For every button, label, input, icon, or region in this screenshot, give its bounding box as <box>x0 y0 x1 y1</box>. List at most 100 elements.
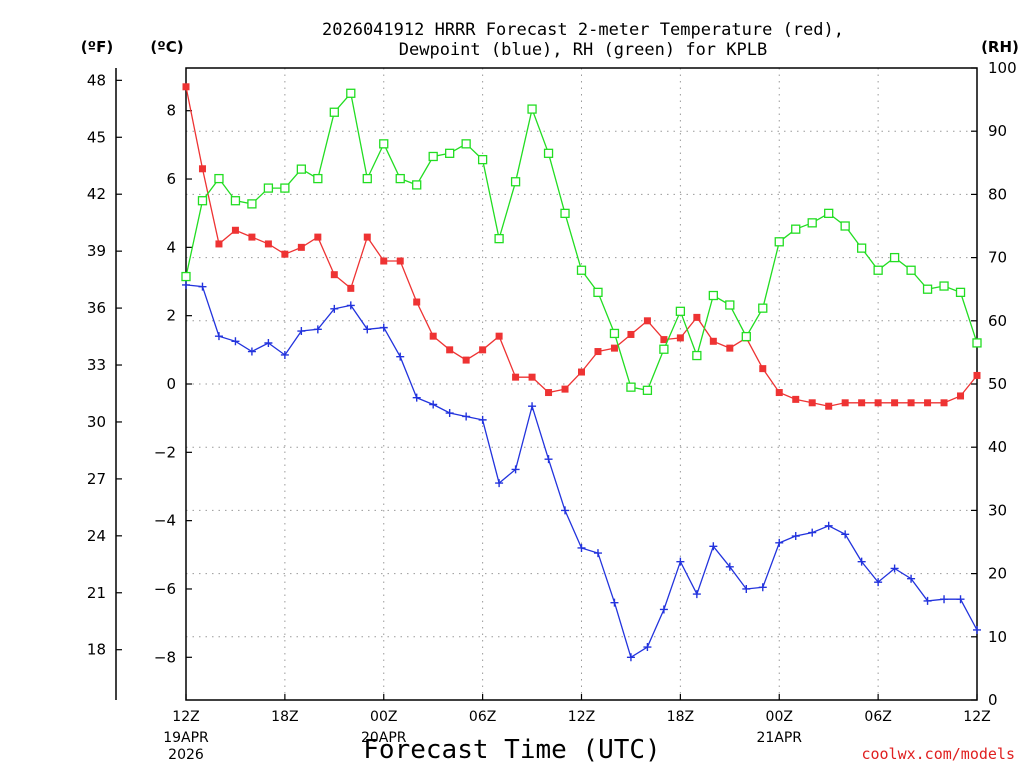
fahrenheit-tick-label: 24 <box>87 527 106 545</box>
x-axis-title: Forecast Time (UTC) <box>363 735 660 765</box>
temperature-point <box>676 334 684 342</box>
dewpoint-point <box>874 578 883 587</box>
dewpoint-point <box>577 543 586 552</box>
temperature-point <box>479 346 487 354</box>
temperature-series <box>182 83 981 410</box>
rh-point <box>181 271 191 282</box>
rh-point <box>642 385 653 395</box>
dewpoint-point <box>231 337 240 346</box>
fahrenheit-tick-label: 45 <box>87 128 106 146</box>
temperature-point <box>940 399 948 407</box>
celsius-tick-label: −8 <box>154 648 176 666</box>
dewpoint-point <box>907 574 916 583</box>
rh-point <box>758 303 768 313</box>
rh-tick-label: 70 <box>988 249 1007 267</box>
dewpoint-point <box>346 301 355 310</box>
credit-label: coolwx.com/models <box>861 745 1015 763</box>
dewpoint-point <box>495 479 504 488</box>
dewpoint-point <box>956 595 965 604</box>
plot-frame <box>185 67 978 701</box>
fahrenheit-tick-label: 21 <box>87 584 106 602</box>
temperature-point <box>693 313 701 321</box>
chart-title-line-1: 2026041912 HRRR Forecast 2-meter Tempera… <box>322 20 844 40</box>
temperature-point <box>858 399 866 407</box>
rh-point <box>230 196 241 206</box>
rh-axis-ticks: 0 10 20 30 40 50 60 70 80 90 100 <box>971 59 1017 709</box>
dewpoint-point <box>528 402 537 411</box>
dewpoint-point <box>791 532 800 541</box>
temperature-point <box>775 389 783 397</box>
celsius-tick-label: 4 <box>166 238 176 256</box>
rh-point <box>346 88 356 98</box>
rh-point <box>527 104 537 114</box>
fahrenheit-tick-label: 42 <box>87 185 106 203</box>
temperature-point <box>462 356 470 364</box>
temperature-point <box>907 399 915 407</box>
rh-point <box>708 290 718 301</box>
rh-point <box>445 148 455 158</box>
dewpoint-point <box>561 506 570 515</box>
rh-tick-label: 10 <box>988 628 1007 646</box>
temperature-point <box>396 257 404 265</box>
fahrenheit-tick-label: 36 <box>87 299 106 317</box>
temperature-point <box>594 348 602 356</box>
dewpoint-point <box>841 530 850 539</box>
rh-point <box>296 164 307 174</box>
time-tick-label: 00Z <box>370 709 397 725</box>
rh-point <box>329 107 339 117</box>
date-label: 21APR <box>756 730 802 746</box>
fahrenheit-tick-label: 33 <box>87 356 106 374</box>
celsius-tick-label: 6 <box>166 170 176 188</box>
temperature-point <box>627 330 635 338</box>
dewpoint-point <box>214 332 223 341</box>
rh-point <box>906 265 916 275</box>
temperature-point <box>198 165 206 173</box>
dewpoint-point <box>313 325 322 334</box>
temperature-point <box>726 344 734 352</box>
rh-point <box>477 154 488 165</box>
dewpoint-point <box>890 564 899 573</box>
celsius-tick-label: 0 <box>166 375 176 393</box>
rh-point <box>807 218 817 228</box>
rh-tick-label: 30 <box>988 501 1007 519</box>
temperature-point <box>660 336 668 344</box>
dewpoint-point <box>709 542 718 551</box>
rh-point <box>510 177 521 187</box>
rh-point <box>626 382 636 392</box>
temperature-point <box>792 395 800 403</box>
dewpoint-point <box>643 643 652 652</box>
dewpoint-point <box>511 465 520 474</box>
celsius-axis-ticks: −8 −6 −4 −2 0 2 4 6 8 <box>154 102 192 666</box>
rh-point <box>659 344 669 354</box>
rh-tick-label: 50 <box>988 375 1007 393</box>
dewpoint-point <box>379 323 388 332</box>
temperature-point <box>264 240 272 248</box>
dewpoint-point <box>478 415 487 424</box>
dewpoint-point <box>775 538 784 547</box>
celsius-tick-label: −6 <box>154 580 176 598</box>
dewpoint-point <box>742 584 751 593</box>
dewpoint-point <box>692 590 701 599</box>
temperature-point <box>330 271 338 279</box>
rh-point <box>560 208 570 219</box>
time-tick-label: 12Z <box>172 709 199 725</box>
temperature-point <box>973 371 981 379</box>
rh-point <box>412 180 422 190</box>
fahrenheit-tick-label: 39 <box>87 242 106 260</box>
rh-point <box>362 173 372 184</box>
rh-tick-label: 20 <box>988 565 1007 583</box>
dewpoint-point <box>659 605 668 614</box>
time-tick-label: 06Z <box>864 709 891 725</box>
dewpoint-point <box>808 528 817 537</box>
dewpoint-point <box>626 653 635 662</box>
time-tick-label: 00Z <box>766 709 793 725</box>
temperature-point <box>380 257 388 265</box>
rh-point <box>395 173 405 184</box>
temperature-point <box>413 298 421 306</box>
rh-point <box>873 265 883 275</box>
dewpoint-point <box>198 282 207 291</box>
date-label: 2026 <box>168 747 204 763</box>
rh-point <box>741 331 751 342</box>
fahrenheit-tick-label: 48 <box>87 71 106 89</box>
